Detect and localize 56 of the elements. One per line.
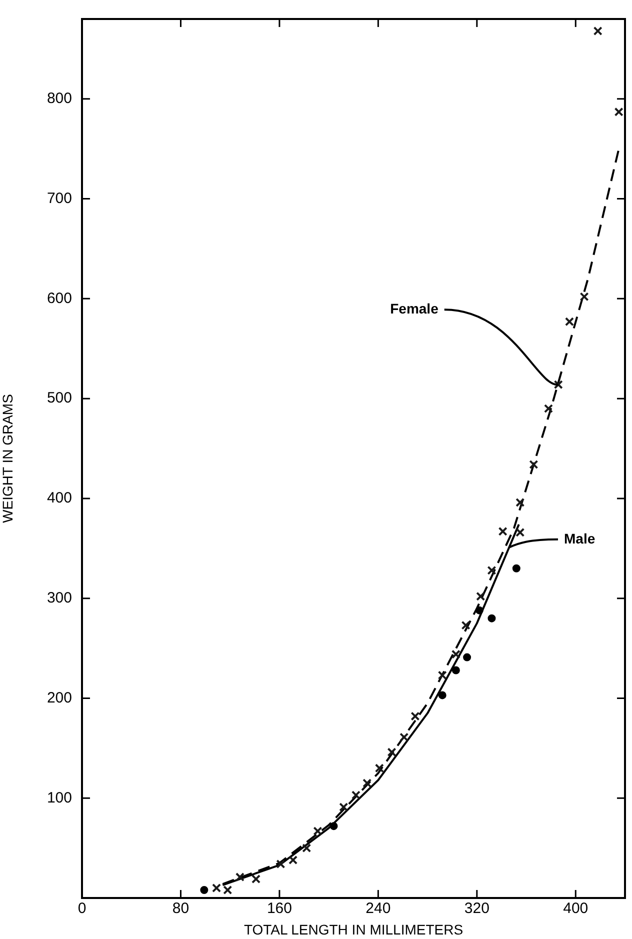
point [313,826,322,836]
point [614,107,624,116]
y-tick-label: 100 [46,789,72,806]
point [438,670,447,680]
y-tick-label: 200 [46,689,72,706]
point [330,822,338,830]
point [438,691,446,700]
y-tick-label: 400 [46,490,72,507]
y-axis-title: WEIGHT IN GRAMS [0,394,16,523]
point [251,874,261,884]
point [223,885,232,895]
annotation: Male [564,530,596,546]
point [487,566,496,575]
point [498,526,508,536]
y-tick-label: 800 [46,90,72,108]
point [410,712,420,721]
point [387,748,396,757]
point [351,790,361,800]
point [339,802,348,812]
annotation: Female [390,300,439,316]
point [452,666,460,674]
point [512,564,520,572]
point [461,620,470,630]
point [476,592,486,601]
x-tick-label: 160 [266,900,292,918]
point [580,292,589,302]
point [488,614,496,622]
point [400,732,409,742]
point [451,650,460,659]
point [475,606,484,614]
point [362,778,372,788]
y-tick-label: 700 [46,190,72,207]
point [516,528,525,537]
point [276,860,286,869]
x-tick-label: 320 [464,900,490,918]
point [200,886,208,894]
x-tick-label: 240 [366,900,391,918]
point [529,460,538,470]
y-tick-label: 600 [46,290,72,307]
point [564,317,574,326]
point [288,856,298,865]
y-tick-label: 300 [46,589,72,606]
x-tick-label: 400 [563,900,588,918]
point [374,764,384,773]
point [544,404,554,414]
point [235,872,244,882]
x-axis-title: TOTAL LENGTH IN MILLIMETERS [244,921,464,938]
point [212,883,222,893]
point [593,26,602,36]
x-tick-label: 80 [172,900,190,918]
point [302,844,312,853]
y-tick-label: 500 [46,390,72,407]
point [463,653,472,662]
point [516,498,525,507]
x-tick-label: 0 [78,900,86,918]
point [554,380,563,390]
